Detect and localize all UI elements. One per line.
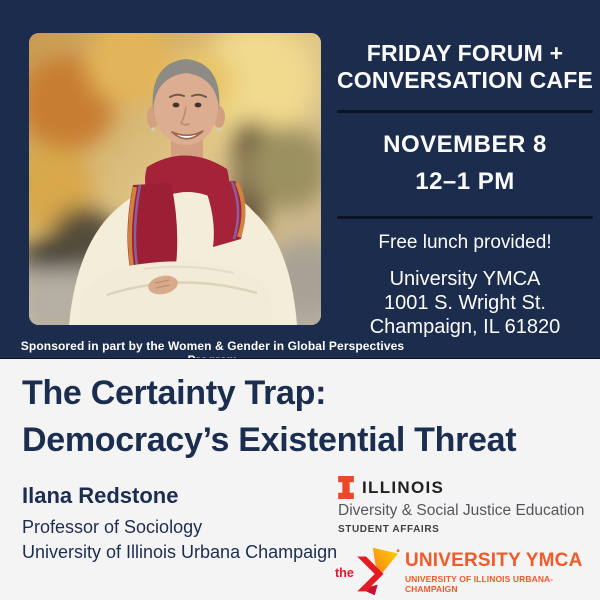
ymca-y-icon: the bbox=[335, 547, 400, 596]
illinois-block-i-icon bbox=[338, 476, 354, 499]
divider-line bbox=[337, 216, 593, 219]
venue-name: University YMCA bbox=[389, 268, 541, 290]
talk-title-line2: Democracy’s Existential Threat bbox=[22, 421, 517, 459]
venue-street: 1001 S. Wright St. bbox=[384, 292, 546, 314]
speaker-block: Ilana Redstone Professor of Sociology Un… bbox=[22, 483, 337, 565]
talk-title: The Certainty Trap: Democracy’s Existent… bbox=[22, 370, 517, 464]
event-time: 12–1 PM bbox=[415, 168, 515, 195]
talk-title-line1: The Certainty Trap: bbox=[22, 374, 327, 412]
speaker-name: Ilana Redstone bbox=[22, 483, 179, 508]
illinois-dept: Diversity & Social Justice Education bbox=[338, 502, 585, 519]
illinois-wordmark: ILLINOIS bbox=[362, 477, 445, 497]
speaker-role: Professor of Sociology bbox=[22, 517, 203, 537]
speaker-photo bbox=[29, 33, 321, 325]
venue-city: Champaign, IL 61820 bbox=[369, 316, 561, 338]
illinois-logo-block: ILLINOIS Diversity & Social Justice Educ… bbox=[338, 476, 584, 535]
event-info-panel: FRIDAY FORUM + CONVERSATION CAFE NOVEMBE… bbox=[337, 40, 593, 339]
series-title-line2: CONVERSATION CAFE bbox=[337, 67, 593, 93]
ymca-logo-block: the UNIVERSITY YMCA UNIVERSITY OF ILLINO… bbox=[334, 544, 600, 600]
speaker-affiliation: University of Illinois Urbana Champaign bbox=[22, 542, 338, 562]
series-title-line1: FRIDAY FORUM + bbox=[366, 40, 564, 66]
speaker-photo-illustration bbox=[29, 33, 321, 325]
series-title: FRIDAY FORUM + CONVERSATION CAFE bbox=[337, 40, 593, 94]
ymca-the-label: the bbox=[335, 566, 354, 580]
event-datetime: NOVEMBER 8 12–1 PM bbox=[337, 126, 593, 200]
event-date: NOVEMBER 8 bbox=[383, 131, 547, 158]
divider-line bbox=[337, 110, 593, 113]
talk-section: The Certainty Trap: Democracy’s Existent… bbox=[0, 358, 600, 600]
lunch-note: Free lunch provided! bbox=[378, 232, 552, 253]
ymca-subline: UNIVERSITY OF ILLINOIS URBANA-CHAMPAIGN bbox=[404, 574, 554, 594]
venue-address: University YMCA 1001 S. Wright St. Champ… bbox=[337, 267, 593, 339]
speaker-figure bbox=[69, 59, 297, 325]
ymca-name: UNIVERSITY YMCA bbox=[404, 550, 583, 571]
illinois-unit: STUDENT AFFAIRS bbox=[338, 524, 440, 535]
